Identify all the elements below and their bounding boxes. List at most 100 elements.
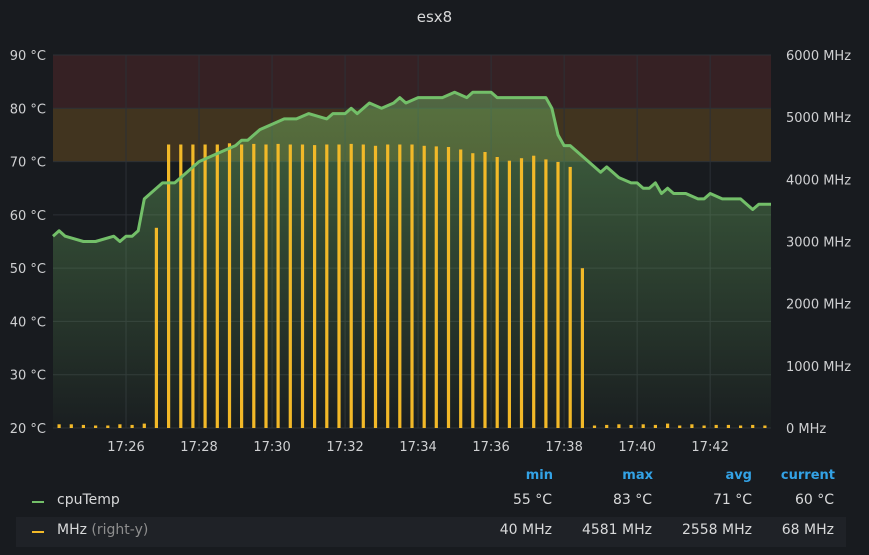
mhz-bar [568,166,572,428]
mhz-bar [544,159,548,428]
mhz-bar [130,424,134,428]
mhz-bar [629,424,633,428]
mhz-bar [215,144,219,428]
x-tick-label: 17:28 [180,440,217,455]
mhz-bar [252,143,256,428]
x-tick-label: 17:42 [691,440,728,455]
x-tick-label: 17:30 [253,440,290,455]
mhz-bar [605,424,609,428]
x-tick-label: 17:26 [107,440,144,455]
mhz-bar [739,425,743,428]
mhz-bar [495,157,499,428]
y-right-tick-label: 5000 MHz [786,111,851,126]
y-right-tick-label: 1000 MHz [786,360,851,375]
mhz-bar [653,424,657,428]
y-right-tick-label: 4000 MHz [786,173,851,188]
cputemp-line [52,90,771,243]
mhz-bar [313,145,317,428]
y-right-tick-label: 0 MHz [786,422,826,437]
mhz-bar [556,161,560,428]
legend-max-value: 83 °C [612,492,652,508]
legend-current-value: 60 °C [794,492,834,508]
mhz-bar [714,424,718,428]
y-left-tick-label: 80 °C [10,102,46,117]
mhz-bar [300,144,305,428]
mhz-bar [702,425,706,428]
legend-avg-value: 71 °C [712,492,752,508]
x-tick-label: 17:34 [399,440,436,455]
y-left-tick-label: 20 °C [10,422,46,437]
series-color-swatch[interactable] [32,531,44,533]
mhz-bar [763,425,767,428]
mhz-bar [666,423,670,428]
y-left-tick-label: 50 °C [10,262,46,277]
mhz-bar [459,149,463,428]
mhz-bar [167,144,171,428]
mhz-bar [422,145,426,429]
mhz-bar [57,424,61,428]
legend-min-value: 40 MHz [499,522,552,538]
y-left-tick-label: 40 °C [10,315,46,330]
mhz-bar [118,424,122,428]
series-name-text: MHz [57,522,87,538]
y-left-tick-label: 90 °C [10,49,46,64]
x-tick-label: 17:40 [618,440,655,455]
mhz-bar [154,227,158,428]
legend-header-avg[interactable]: avg [725,468,752,483]
series-color-swatch[interactable] [32,501,44,503]
mhz-bar [690,424,694,428]
y-left-tick-label: 30 °C [10,369,46,384]
mhz-bar [519,158,524,428]
legend-avg-value: 2558 MHz [681,522,752,538]
mhz-bar [471,153,475,428]
mhz-bar [617,424,621,428]
mhz-bar [641,424,645,428]
legend-row-mhz[interactable]: MHz (right-y) 40 MHz 4581 MHz 2558 MHz 6… [16,517,846,547]
y-right-tick-label: 6000 MHz [786,49,851,64]
mhz-bar [410,144,414,428]
mhz-bar [398,144,402,428]
mhz-bar [191,144,195,428]
mhz-bar [142,423,146,428]
legend-header-current[interactable]: current [780,468,835,483]
series-name[interactable]: MHz (right-y) [57,522,148,538]
legend-current-value: 68 MHz [781,522,834,538]
x-tick-label: 17:36 [472,440,509,455]
mhz-bar [69,424,73,428]
mhz-bar [81,424,85,428]
legend-row-cputemp[interactable]: cpuTemp 55 °C 83 °C 71 °C 60 °C [16,487,846,517]
mhz-bar [94,425,98,428]
series-name[interactable]: cpuTemp [57,492,120,508]
mhz-bar [726,424,730,428]
mhz-bar [678,425,682,428]
mhz-bar [434,146,438,428]
legend-header-max[interactable]: max [622,468,653,483]
y-left-tick-label: 60 °C [10,209,46,224]
mhz-bar [106,425,110,428]
mhz-bar [580,268,584,428]
x-tick-label: 17:38 [545,440,582,455]
mhz-bar [240,144,244,428]
mhz-bar [276,143,280,428]
mhz-bar [532,155,536,428]
mhz-bar [325,144,329,428]
mhz-bar [483,152,487,428]
mhz-bar [592,425,597,428]
chart-plot-area[interactable]: 20 °C 30 °C 40 °C 50 °C 60 °C 70 °C 80 °C 90 °C… [0,0,869,460]
y-right-tick-label: 3000 MHz [786,236,851,251]
mhz-bar [349,143,353,428]
mhz-bar [337,144,341,428]
panel-title[interactable]: esx8 [416,8,453,26]
y-right-tick-label: 2000 MHz [786,298,851,313]
mhz-bar [179,144,183,428]
mhz-bar [361,144,365,428]
legend-header-min[interactable]: min [525,468,553,483]
series-axis-note: (right-y) [91,522,149,538]
y-left-tick-label: 70 °C [10,156,46,171]
mhz-bar [227,143,232,429]
mhz-bar [203,144,207,428]
legend-max-value: 4581 MHz [581,522,652,538]
mhz-bar [288,144,292,428]
legend-min-value: 55 °C [512,492,552,508]
